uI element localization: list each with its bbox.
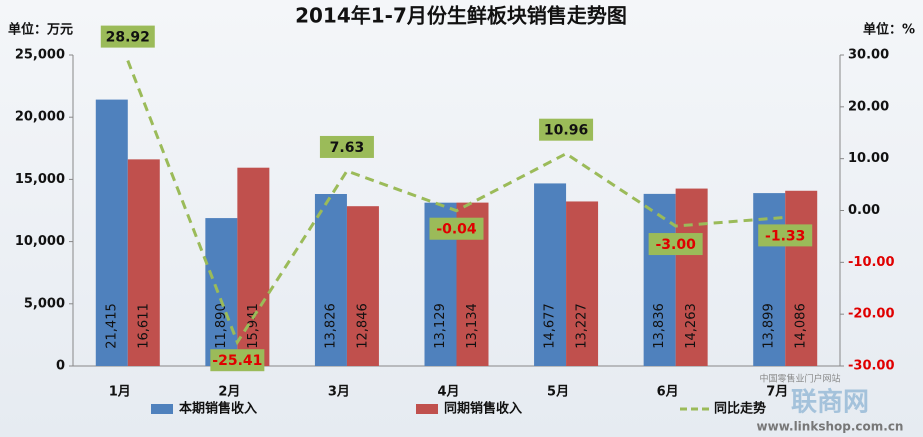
x-tick-label: 3月: [328, 385, 350, 400]
value-label-box: [539, 118, 594, 141]
value-label-box: [429, 217, 484, 240]
bar-value-label: 13,134: [465, 303, 480, 349]
y2-tick-label: 10.00: [848, 151, 889, 166]
bar: [346, 206, 379, 366]
y-tick-label: 0: [56, 359, 65, 374]
bar-value-label: 13,826: [323, 303, 338, 349]
bar-value-label: 11,890: [214, 303, 229, 349]
x-tick-label: 5月: [547, 385, 569, 400]
bar-value-label: 13,129: [433, 303, 448, 349]
line-value-label: 28.92: [106, 30, 150, 46]
bar-value-label: 15,941: [246, 303, 261, 349]
y2-tick-label: -10.00: [848, 255, 895, 270]
y2-tick-label: 20.00: [848, 99, 889, 114]
legend-label: 同比走势: [714, 401, 766, 417]
watermark-brand: 联商网: [791, 387, 869, 418]
bar: [314, 194, 347, 366]
y2-axis-label: 单位：%: [863, 22, 915, 38]
value-label-box: [758, 224, 813, 247]
bar: [675, 188, 708, 366]
legend-label: 本期销售收入: [179, 401, 257, 417]
line-value-label: -3.00: [655, 237, 696, 253]
bar: [127, 159, 160, 366]
bar-value-label: 13,899: [762, 303, 777, 349]
bar-value-label: 16,611: [136, 303, 151, 349]
watermark-slogan: 中国零售业门户网站: [759, 373, 840, 385]
line-value-label: -1.33: [765, 228, 805, 244]
bar: [205, 218, 238, 366]
x-tick-label: 4月: [437, 385, 459, 400]
y-axis-label: 单位：万元: [8, 22, 73, 38]
bar: [753, 193, 786, 366]
y2-tick-label: 30.00: [848, 48, 889, 63]
line-value-label: 7.63: [330, 140, 365, 156]
bar: [566, 201, 599, 366]
line-value-label: 10.96: [544, 123, 588, 139]
legend-swatch: [416, 404, 438, 414]
bar-value-label: 14,086: [794, 303, 809, 349]
line-value-label: -0.04: [436, 222, 477, 238]
chart-title: 2014年1-7月份生鲜板块销售走势图: [295, 4, 627, 28]
y-tick-label: 15,000: [15, 172, 65, 187]
legend-swatch: [151, 404, 173, 414]
bar-value-label: 13,836: [652, 303, 667, 349]
value-label-box: [100, 25, 155, 48]
y-tick-label: 10,000: [15, 234, 65, 249]
bar-value-label: 13,227: [575, 303, 590, 349]
y2-tick-label: 0.00: [848, 203, 880, 218]
y-tick-label: 20,000: [15, 110, 65, 125]
watermark-url: www.linkshop.com.cn: [757, 420, 904, 434]
bar: [237, 167, 270, 366]
bar-value-label: 12,846: [355, 303, 370, 349]
y2-tick-label: -20.00: [848, 307, 895, 322]
y-tick-label: 5,000: [24, 296, 65, 311]
value-label-box: [648, 233, 703, 256]
line-value-label: -25.41: [212, 353, 262, 369]
x-tick-label: 2月: [218, 385, 240, 400]
x-tick-label: 1月: [109, 385, 131, 400]
y-tick-label: 25,000: [15, 48, 65, 63]
bar: [95, 99, 128, 366]
y2-tick-label: -30.00: [848, 359, 895, 374]
value-label-box: [319, 135, 374, 158]
bar-value-label: 21,415: [104, 303, 119, 349]
trend-line: [126, 60, 786, 346]
bar: [534, 183, 567, 366]
legend-label: 同期销售收入: [444, 401, 522, 417]
bar-value-label: 14,263: [684, 303, 699, 349]
value-label-box: [210, 349, 265, 372]
x-tick-label: 7月: [766, 385, 788, 400]
bar: [785, 190, 818, 366]
bar-value-label: 14,677: [543, 303, 558, 349]
x-tick-label: 6月: [657, 385, 679, 400]
